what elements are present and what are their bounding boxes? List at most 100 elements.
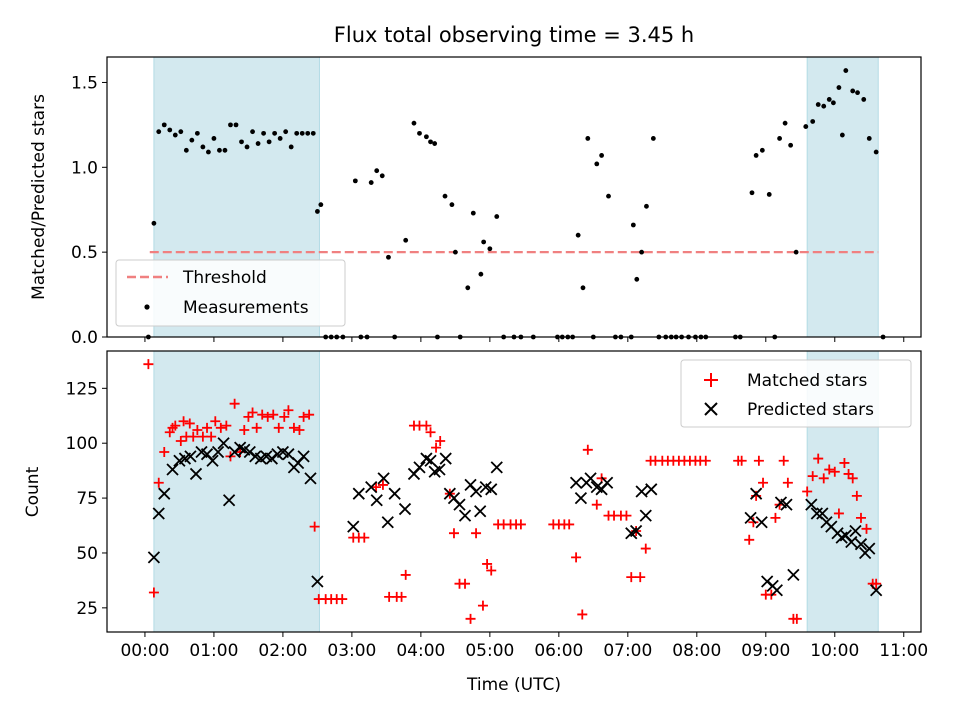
- matched-stars-point: [839, 457, 850, 468]
- matched-stars-point: [861, 523, 872, 534]
- x-tick-label: 02:00: [258, 641, 307, 661]
- measurement-point: [255, 141, 261, 146]
- predicted-stars-point: [166, 463, 179, 476]
- measurement-point: [352, 178, 358, 184]
- measurement-point: [630, 222, 636, 228]
- measurement-point: [836, 85, 842, 90]
- predicted-stars-point: [439, 452, 452, 465]
- matched-stars-point: [184, 418, 195, 429]
- predicted-stars-point: [206, 454, 219, 467]
- predicted-stars-point: [152, 507, 165, 520]
- measurement-point: [432, 141, 438, 146]
- predicted-stars-point: [816, 507, 829, 520]
- matched-stars-point: [758, 477, 769, 488]
- predicted-stars-point: [805, 498, 818, 511]
- top-legend: Threshold Measurements: [115, 259, 346, 327]
- measurement-point: [374, 168, 380, 174]
- matched-stars-point: [273, 422, 284, 433]
- x-tick-label: 10:00: [810, 641, 859, 661]
- matched-stars-point: [371, 482, 382, 493]
- bottom-series-matched-stars: [143, 359, 882, 624]
- measurement-point: [211, 136, 217, 141]
- matched-stars-point: [813, 453, 824, 464]
- matched-stars-point: [829, 466, 840, 477]
- matched-stars-point: [148, 587, 159, 598]
- matched-stars-point: [337, 594, 348, 605]
- measurement-point: [575, 232, 581, 238]
- measurement-point: [161, 122, 167, 128]
- measurement-point: [178, 129, 184, 135]
- top-y-axis-label: Matched/Predicted stars: [29, 94, 49, 300]
- predicted-stars-point: [810, 507, 823, 520]
- measurement-point: [283, 129, 289, 135]
- predicted-stars-point: [755, 516, 768, 529]
- matched-stars-point: [247, 407, 258, 418]
- measurement-point: [777, 136, 782, 141]
- predicted-stars-point: [184, 450, 197, 463]
- predicted-stars-point: [787, 568, 800, 582]
- bottom-legend: Matched stars Predicted stars: [680, 359, 912, 428]
- matched-stars-point: [206, 431, 217, 442]
- matched-stars-point: [283, 405, 294, 416]
- measurement-point: [288, 144, 294, 150]
- bottom-y-axis-label: Count: [23, 466, 43, 517]
- predicted-stars-point: [474, 505, 487, 518]
- legend-predicted-swatch: [704, 402, 718, 416]
- matched-stars-point: [635, 572, 646, 583]
- measurement-point: [222, 147, 228, 153]
- predicted-stars-point: [770, 584, 783, 597]
- top-shaded-interval: [806, 56, 879, 338]
- matched-stars-point: [807, 471, 818, 482]
- bottom-y-tick-label: 50: [76, 544, 98, 564]
- measurement-point: [423, 134, 429, 140]
- matched-stars-point: [753, 455, 764, 466]
- matched-stars-point: [257, 409, 268, 420]
- predicted-stars-point: [304, 472, 317, 485]
- legend-measurements-label: Measurements: [183, 298, 309, 318]
- matched-stars-point: [262, 411, 273, 422]
- predicted-stars-point: [574, 491, 588, 505]
- matched-stars-point: [448, 528, 459, 539]
- top-y-tick-label: 0.5: [71, 243, 98, 263]
- matched-stars-point: [159, 446, 170, 457]
- measurement-point: [277, 136, 283, 141]
- matched-stars-point: [400, 569, 411, 580]
- predicted-stars-point: [458, 509, 472, 522]
- measurement-point: [839, 132, 845, 138]
- bottom-y-tick-label: 125: [66, 379, 98, 399]
- measurement-point: [599, 153, 605, 158]
- matched-stars-point: [486, 565, 497, 576]
- measurement-point: [810, 119, 816, 124]
- measurement-point: [749, 190, 755, 196]
- predicted-stars-point: [600, 476, 614, 489]
- measurement-point: [428, 139, 433, 145]
- bottom-series-predicted-stars: [147, 437, 883, 597]
- measurement-point: [217, 147, 222, 153]
- matched-stars-point: [744, 534, 755, 545]
- matched-stars-point: [178, 416, 189, 427]
- matched-stars-point: [571, 552, 582, 563]
- measurement-point: [815, 102, 821, 107]
- predicted-stars-point: [854, 538, 868, 551]
- predicted-stars-point: [584, 472, 597, 485]
- bottom-shaded-interval: [153, 350, 320, 633]
- measurement-point: [194, 130, 200, 136]
- bottom-y-tick-label: 75: [76, 489, 98, 509]
- measurement-point: [449, 202, 455, 208]
- measurement-point: [189, 137, 195, 143]
- matched-stars-point: [221, 420, 232, 431]
- measurement-point: [206, 149, 211, 155]
- measurement-point: [417, 130, 422, 136]
- matched-stars-point: [210, 416, 221, 427]
- legend-threshold-label: Threshold: [182, 268, 267, 288]
- matched-stars-point: [421, 420, 432, 431]
- matched-stars-point: [279, 411, 290, 422]
- matched-stars-point: [515, 519, 526, 530]
- top-axes-frame: [106, 56, 922, 338]
- matched-stars-point: [791, 613, 802, 624]
- measurement-point: [788, 142, 794, 148]
- measurement-point: [639, 249, 645, 255]
- matched-stars-point: [770, 512, 781, 523]
- matched-stars-point: [251, 422, 262, 433]
- matched-stars-point: [294, 425, 305, 436]
